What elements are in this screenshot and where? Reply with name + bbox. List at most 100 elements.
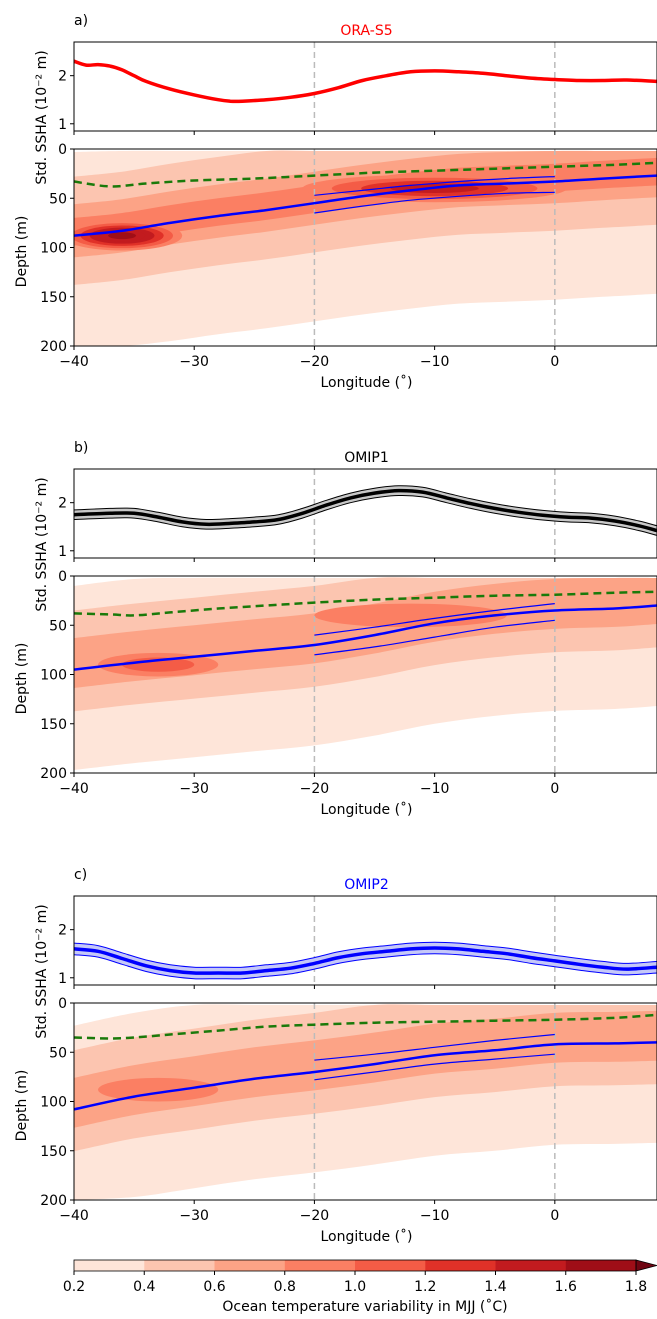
x-tick-label: −10	[420, 354, 450, 370]
colorbar-segment	[74, 1260, 145, 1271]
colorbar-tick-label: 0.4	[133, 1279, 155, 1295]
depth-section	[74, 576, 657, 773]
depth-tick-label: 150	[40, 717, 67, 733]
ssha-line	[74, 488, 657, 533]
depth-ylabel: Depth (m)	[14, 643, 30, 715]
x-tick-label: −30	[179, 781, 209, 797]
ssha-tick-label: 1	[58, 117, 67, 133]
thermocline-lower-bound	[314, 1053, 555, 1081]
ssha-ylabel: Std. SSHA (10⁻² m)	[34, 904, 50, 1038]
x-axis-label: Longitude (˚)	[320, 1228, 412, 1245]
depth-tick-label: 200	[40, 339, 67, 355]
thermocline-upper-bound	[314, 176, 555, 196]
ssha-tick-label: 2	[58, 496, 67, 512]
hotspot-contour	[314, 603, 507, 628]
x-tick-label: −30	[179, 354, 209, 370]
ssha-tick-label: 2	[58, 69, 67, 85]
colorbar-tick-label: 0.8	[274, 1279, 296, 1295]
mixed-layer-line	[74, 590, 657, 617]
ssha-ylabel: Std. SSHA (10⁻² m)	[34, 477, 50, 611]
colorbar-extend-arrow	[635, 1259, 657, 1272]
panel-label: a)	[74, 13, 88, 29]
colorbar-segment	[425, 1260, 497, 1271]
x-tick-label: −30	[179, 1208, 209, 1224]
ssha-spread-upper	[74, 485, 657, 527]
hotspot-contour	[98, 1077, 219, 1102]
ssha-ylabel: Std. SSHA (10⁻² m)	[34, 50, 50, 184]
depth-tick-label: 100	[40, 241, 67, 257]
colorbar-segment	[284, 1260, 356, 1271]
depth-tick-label: 150	[40, 1144, 67, 1160]
colorbar-tick-label: 1.8	[625, 1279, 647, 1295]
thermocline-line	[74, 604, 657, 671]
depth-ylabel: Depth (m)	[14, 216, 30, 288]
x-axis-label: Longitude (˚)	[320, 374, 412, 391]
ssha-axes-frame	[73, 895, 657, 986]
contour-level-0.6	[74, 1010, 657, 1128]
ssha-axes-frame	[73, 41, 657, 132]
colorbar-segment	[144, 1260, 216, 1271]
colorbar-tick-label: 1.0	[344, 1279, 366, 1295]
x-tick-label: −10	[420, 1208, 450, 1224]
colorbar-tick-label: 1.2	[414, 1279, 436, 1295]
ssha-tick-label: 2	[58, 923, 67, 939]
depth-tick-label: 50	[49, 191, 67, 207]
x-tick-label: −20	[300, 354, 330, 370]
x-tick-label: −40	[59, 781, 89, 797]
thermocline-line	[74, 174, 657, 237]
depth-tick-label: 0	[58, 569, 67, 585]
colorbar-tick-label: 0.6	[203, 1279, 225, 1295]
ssha-spread-band	[74, 942, 657, 979]
colorbar-segment	[495, 1260, 567, 1271]
colorbar-tick-label: 1.4	[484, 1279, 506, 1295]
ssha-line	[74, 59, 657, 104]
colorbar-segment	[214, 1260, 286, 1271]
depth-tick-label: 100	[40, 668, 67, 684]
x-tick-label: −40	[59, 354, 89, 370]
thermocline-upper-bound	[314, 1033, 555, 1061]
panel-title: OMIP1	[344, 450, 389, 466]
colorbar: 0.2 0.4 0.6 0.8 1.0 1.2 1.4 1.6 1.8 Ocean tempera…	[63, 1259, 657, 1315]
ssha-tick-label: 1	[58, 544, 67, 560]
depth-tick-label: 0	[58, 142, 67, 158]
thermocline-lower-bound	[314, 191, 555, 214]
depth-tick-label: 50	[49, 1045, 67, 1061]
ssha-spread-upper	[74, 941, 657, 968]
x-tick-label: 0	[550, 1208, 559, 1224]
depth-tick-label: 100	[40, 1095, 67, 1111]
panel-label: b)	[74, 440, 88, 456]
mixed-layer-line	[74, 1013, 657, 1040]
colorbar-label: Ocean temperature variability in MJJ (˚C…	[222, 1298, 507, 1315]
depth-tick-label: 50	[49, 618, 67, 634]
thermocline-lower-bound	[314, 619, 555, 656]
colorbar-tick-label: 1.6	[555, 1279, 577, 1295]
contour-level-0.6	[74, 577, 657, 688]
depth-tick-label: 200	[40, 766, 67, 782]
ssha-spread-lower	[74, 494, 657, 536]
colorbar-tick-label: 0.2	[63, 1279, 85, 1295]
x-tick-label: 0	[550, 781, 559, 797]
thermocline-upper-bound	[314, 603, 555, 636]
x-tick-label: −40	[59, 1208, 89, 1224]
thermocline-line	[74, 1041, 657, 1111]
panel-a: a) ORA-S5 1 2 Std. SSHA (10⁻² m) 0 50 100 150 200…	[14, 13, 657, 391]
depth-section	[74, 149, 657, 346]
panel-label: c)	[74, 867, 87, 883]
colorbar-segment	[355, 1260, 426, 1271]
depth-tick-label: 200	[40, 1193, 67, 1209]
x-tick-label: −20	[300, 781, 330, 797]
panel-title: OMIP2	[344, 877, 389, 893]
x-tick-label: 0	[550, 354, 559, 370]
x-tick-label: −10	[420, 781, 450, 797]
hotspot-contour	[108, 232, 136, 240]
x-axis-label: Longitude (˚)	[320, 801, 412, 818]
panel-title: ORA-S5	[340, 23, 392, 39]
colorbar-segment	[565, 1260, 637, 1271]
depth-tick-label: 150	[40, 290, 67, 306]
depth-section	[74, 1003, 657, 1200]
ssha-tick-label: 1	[58, 971, 67, 987]
depth-ylabel: Depth (m)	[14, 1070, 30, 1142]
